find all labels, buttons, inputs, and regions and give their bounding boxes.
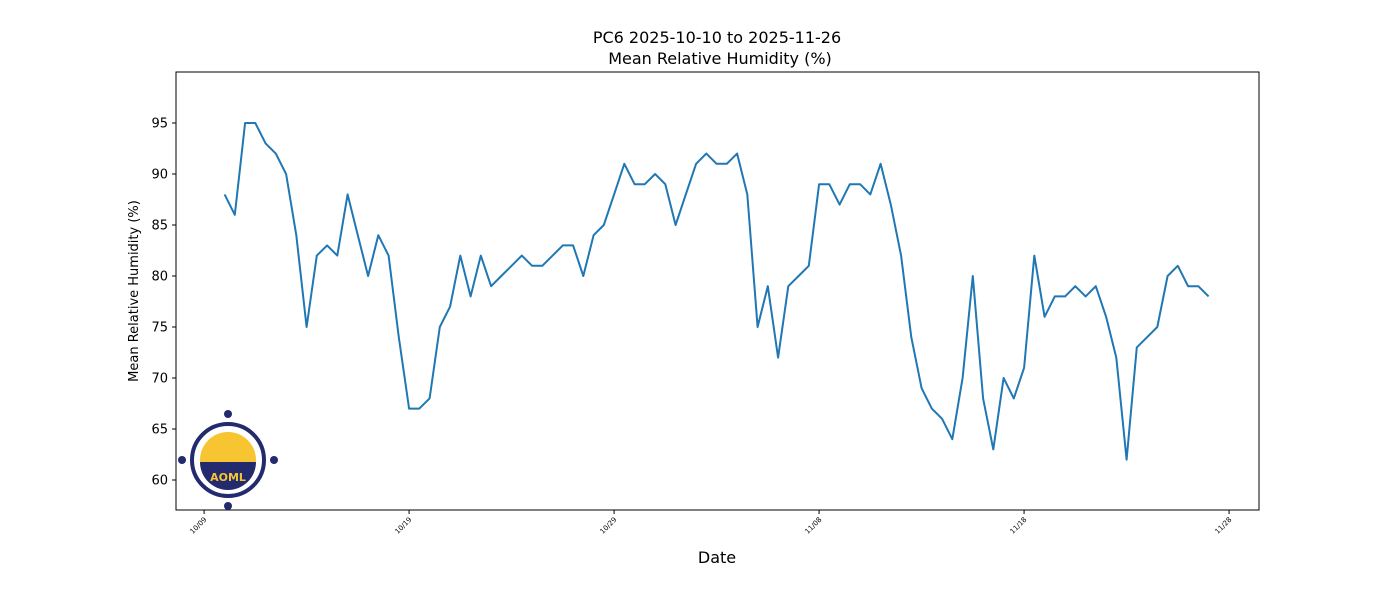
x-axis-label: Date: [698, 548, 736, 567]
x-tick-label: 10/29: [599, 516, 619, 536]
logo-knob: [178, 456, 186, 464]
logo-text: AOML: [210, 471, 246, 484]
y-tick-label: 75: [151, 321, 168, 336]
plot-frame: [175, 71, 1260, 511]
chart-subtitle: Mean Relative Humidity (%): [608, 49, 832, 68]
logo: AOML: [178, 410, 278, 510]
y-axis-label: Mean Relative Humidity (%): [127, 200, 142, 382]
x-tick-label: 11/08: [804, 516, 824, 536]
y-tick-label: 70: [151, 372, 168, 387]
y-tick-label: 95: [151, 117, 168, 132]
data-line: [223, 122, 1210, 461]
logo-knob: [224, 410, 232, 418]
logo-knob: [224, 502, 232, 510]
y-tick-label: 90: [151, 168, 168, 183]
y-tick-label: 60: [151, 474, 168, 489]
x-tick-label: 11/28: [1214, 516, 1234, 536]
x-tick-label: 10/09: [189, 516, 209, 536]
y-tick-label: 65: [151, 423, 168, 438]
chart-title: PC6 2025-10-10 to 2025-11-26: [593, 28, 841, 47]
y-tick-label: 85: [151, 219, 168, 234]
y-tick-label: 80: [151, 270, 168, 285]
logo-knob: [270, 456, 278, 464]
x-tick-label: 10/19: [394, 516, 414, 536]
logo-sea: [200, 462, 256, 490]
x-tick-label: 11/18: [1009, 516, 1029, 536]
